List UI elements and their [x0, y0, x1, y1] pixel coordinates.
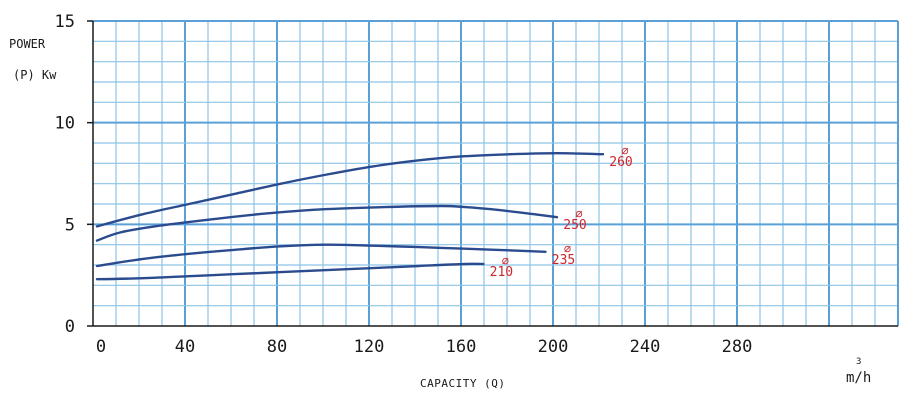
diameter-value: 260	[609, 155, 632, 170]
chart-grid	[93, 20, 899, 326]
x-tick-label: 0	[96, 337, 106, 357]
x-axis-label: CAPACITY (Q)	[420, 377, 505, 390]
curve-label-235: ⌀235	[552, 241, 575, 268]
diameter-symbol: ⌀	[621, 143, 628, 157]
curve-dia-260	[95, 151, 605, 228]
y-tick-label: 0	[65, 317, 75, 337]
tick-labels: 0 40 80 120 160 200 240 280 0 5 10 15	[55, 12, 753, 357]
curve-dia-235	[95, 243, 547, 268]
y-tick-label: 10	[55, 114, 75, 134]
y-axis-label-line2: (P) Kw	[13, 68, 57, 82]
y-tick-label: 5	[65, 215, 75, 235]
x-tick-label: 280	[722, 337, 753, 357]
diameter-value: 235	[552, 253, 575, 268]
data-curves	[95, 151, 605, 281]
x-tick-label: 240	[630, 337, 661, 357]
chart-axes	[87, 20, 898, 327]
x-axis-unit: m/h	[846, 370, 871, 386]
x-tick-label: 160	[446, 337, 477, 357]
diameter-value: 250	[563, 218, 586, 233]
y-axis-label-line1: POWER	[9, 37, 46, 51]
curve-dia-210	[95, 262, 485, 281]
y-tick-label: 15	[55, 12, 75, 32]
x-tick-label: 200	[538, 337, 569, 357]
curve-label-250: ⌀250	[563, 206, 586, 233]
diameter-symbol: ⌀	[502, 253, 509, 267]
curve-dia-250	[95, 204, 559, 242]
x-tick-label: 40	[175, 337, 195, 357]
curve-label-260: ⌀260	[609, 143, 632, 170]
diameter-symbol: ⌀	[564, 241, 571, 255]
x-tick-label: 80	[267, 337, 287, 357]
series-labels: ⌀260⌀250⌀235⌀210	[490, 143, 633, 280]
x-axis-unit-superscript: 3	[856, 357, 861, 367]
curve-label-210: ⌀210	[490, 253, 513, 280]
x-tick-label: 120	[354, 337, 385, 357]
diameter-symbol: ⌀	[575, 206, 582, 220]
diameter-value: 210	[490, 265, 513, 280]
